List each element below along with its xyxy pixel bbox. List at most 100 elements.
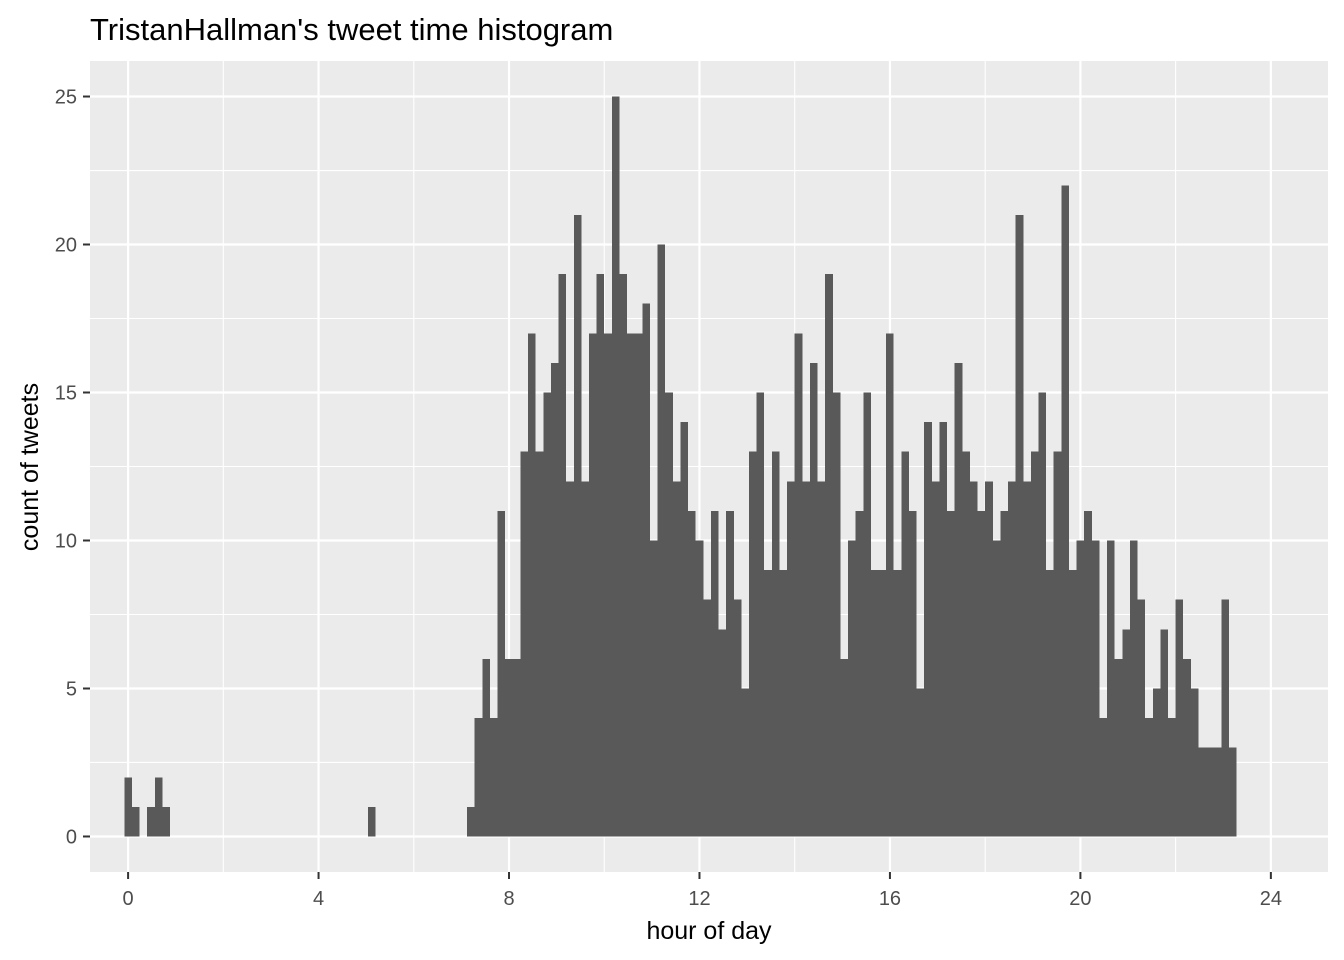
histogram-bar <box>947 510 955 837</box>
histogram-bar <box>589 333 597 837</box>
histogram-bar <box>566 481 574 837</box>
histogram-bar <box>1213 747 1222 837</box>
histogram-bar <box>1076 540 1085 837</box>
histogram-bar <box>977 510 986 837</box>
histogram-bar <box>954 362 963 837</box>
histogram-bar <box>848 540 856 837</box>
histogram-bar <box>368 806 376 837</box>
histogram-bar <box>528 333 536 837</box>
x-tick-label: 4 <box>313 888 324 910</box>
histogram-bar <box>863 392 871 837</box>
histogram-bar <box>1114 658 1123 837</box>
y-axis: 0 5 10 15 20 25 <box>55 87 90 848</box>
histogram-bar <box>124 777 132 837</box>
histogram-bar <box>1228 747 1237 837</box>
histogram-bar <box>154 777 163 837</box>
histogram-bar <box>1183 658 1191 837</box>
histogram-bar <box>1190 688 1199 837</box>
histogram-bar <box>764 570 772 837</box>
histogram-bar <box>147 806 155 837</box>
histogram-bar <box>505 658 513 837</box>
histogram-bar <box>718 629 727 837</box>
histogram-bar <box>535 451 544 837</box>
histogram-bar <box>924 422 932 837</box>
histogram-bar <box>1030 451 1039 837</box>
x-tick-label: 24 <box>1260 888 1282 910</box>
histogram-bar <box>855 510 864 837</box>
histogram-bar <box>680 422 689 837</box>
histogram-bar <box>604 333 612 837</box>
y-tick-label: 10 <box>55 530 77 552</box>
histogram-bar <box>840 658 849 837</box>
histogram-bar <box>756 392 765 837</box>
histogram-bar <box>733 599 742 837</box>
histogram-bar <box>1137 599 1146 837</box>
y-tick-label: 0 <box>66 826 77 848</box>
histogram-bar <box>969 481 978 837</box>
histogram-bar <box>665 392 673 837</box>
histogram-bar <box>1107 540 1115 837</box>
histogram-bar <box>695 540 704 837</box>
histogram-bar <box>939 422 948 837</box>
histogram-bar <box>649 540 658 837</box>
histogram-bar <box>1046 570 1054 837</box>
histogram-bar <box>482 658 490 837</box>
histogram-bar <box>809 362 818 837</box>
histogram-bar <box>634 333 643 837</box>
histogram-bar <box>1038 392 1047 837</box>
histogram-bar <box>802 481 810 837</box>
histogram-bar <box>543 392 551 837</box>
histogram-bar <box>467 806 475 837</box>
histogram-bar <box>916 688 925 837</box>
x-tick-label: 20 <box>1069 888 1091 910</box>
histogram-bar <box>596 274 605 837</box>
histogram-bar <box>672 481 681 837</box>
histogram-bar <box>619 274 628 837</box>
y-tick-label: 15 <box>55 383 77 405</box>
histogram-bar <box>1129 540 1138 837</box>
histogram-bar <box>489 718 498 837</box>
histogram-bar <box>726 510 734 837</box>
histogram-bar <box>1061 185 1069 837</box>
histogram-bar <box>1023 481 1031 837</box>
x-tick-label: 0 <box>123 888 134 910</box>
histogram-bar <box>1160 629 1169 837</box>
histogram-bar <box>497 510 506 837</box>
x-tick-label: 8 <box>503 888 514 910</box>
x-tick-label: 12 <box>688 888 710 910</box>
histogram-bar <box>657 244 666 837</box>
histogram-bar <box>474 718 483 837</box>
histogram-bar <box>748 451 757 837</box>
histogram-bar <box>162 806 170 837</box>
histogram-bar <box>642 303 650 837</box>
y-axis-title: count of tweets <box>16 383 44 551</box>
x-tick-label: 16 <box>879 888 901 910</box>
histogram-bar <box>1175 599 1184 837</box>
y-tick-label: 25 <box>55 87 77 109</box>
histogram-bar <box>1145 718 1153 837</box>
histogram-bar <box>703 599 711 837</box>
histogram-bar <box>1008 481 1016 837</box>
histogram-bar <box>1122 629 1130 837</box>
histogram-bar <box>573 214 582 837</box>
histogram-bar <box>817 481 826 837</box>
histogram-bar <box>794 333 803 837</box>
histogram-bar <box>1206 747 1214 837</box>
histogram-bar <box>878 570 887 837</box>
histogram-bar <box>611 96 620 837</box>
histogram-bar <box>1152 688 1161 837</box>
x-axis-title: hour of day <box>646 917 772 945</box>
histogram-bar <box>512 658 521 837</box>
histogram-bar <box>962 451 970 837</box>
histogram-bar <box>779 570 788 837</box>
histogram-bar <box>710 510 719 837</box>
histogram-bar <box>787 481 795 837</box>
histogram-bar <box>1084 510 1092 837</box>
histogram-bar <box>893 570 902 837</box>
histogram-bar <box>688 510 696 837</box>
histogram-bar <box>832 392 841 837</box>
histogram-bar <box>771 451 780 837</box>
histogram-bar <box>1015 214 1024 837</box>
chart-title: TristanHallman's tweet time histogram <box>90 12 613 47</box>
